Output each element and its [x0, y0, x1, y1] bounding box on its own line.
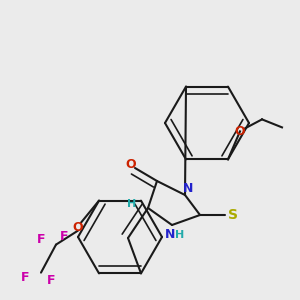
Text: S: S	[228, 208, 238, 222]
Text: F: F	[21, 271, 29, 284]
Text: F: F	[47, 274, 55, 287]
Text: O: O	[73, 221, 83, 234]
Text: F: F	[60, 230, 68, 243]
Text: N: N	[165, 229, 175, 242]
Text: N: N	[183, 182, 193, 196]
Text: H: H	[176, 230, 184, 240]
Text: F: F	[37, 233, 45, 246]
Text: H: H	[128, 199, 136, 209]
Text: O: O	[235, 125, 245, 138]
Text: O: O	[126, 158, 136, 170]
